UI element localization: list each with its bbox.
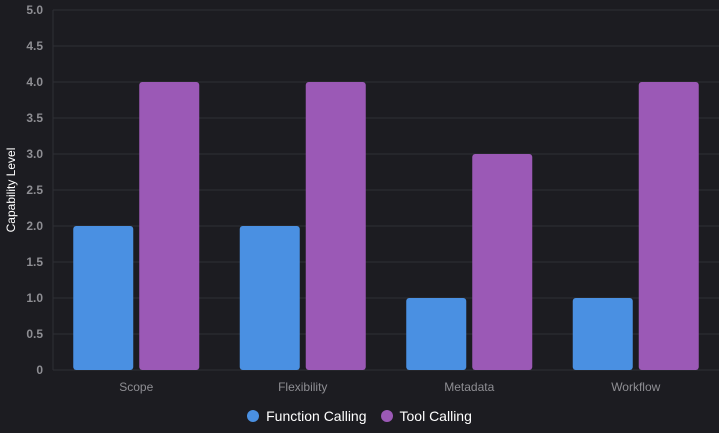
y-tick-label: 1.0 <box>26 291 43 305</box>
y-tick-label: 1.5 <box>26 255 43 269</box>
legend-item-tool-calling[interactable]: Tool Calling <box>380 408 472 424</box>
bar-function-calling-flexibility[interactable] <box>239 226 300 370</box>
y-tick-label: 5.0 <box>26 3 43 17</box>
legend-swatch-tool-calling <box>380 410 393 422</box>
x-tick-label: Workflow <box>611 380 660 394</box>
y-tick-label: 2.5 <box>26 183 43 197</box>
y-axis-label: Capability Level <box>4 148 18 233</box>
bar-function-calling-workflow[interactable] <box>572 298 633 370</box>
x-axis-ticks: Scope Flexibility Metadata Workflow <box>119 380 660 394</box>
x-tick-label: Scope <box>119 380 153 394</box>
x-tick-label: Flexibility <box>278 380 327 394</box>
bar-function-calling-metadata[interactable] <box>406 298 467 370</box>
legend-label: Tool Calling <box>399 408 472 424</box>
bar-tool-calling-flexibility[interactable] <box>305 82 366 370</box>
y-tick-label: 4.0 <box>26 75 43 89</box>
bar-tool-calling-metadata[interactable] <box>472 154 533 370</box>
legend: Function Calling Tool Calling <box>0 404 719 428</box>
y-tick-label: 4.5 <box>26 39 43 53</box>
x-tick-label: Metadata <box>444 380 494 394</box>
y-tick-label: 3.5 <box>26 111 43 125</box>
legend-item-function-calling[interactable]: Function Calling <box>247 408 367 424</box>
y-tick-label: 0.5 <box>26 327 43 341</box>
bar-tool-calling-workflow[interactable] <box>638 82 699 370</box>
legend-label: Function Calling <box>266 408 367 424</box>
y-tick-label: 0 <box>36 363 43 377</box>
y-tick-label: 2.0 <box>26 219 43 233</box>
bar-tool-calling-scope[interactable] <box>139 82 200 370</box>
bar-function-calling-scope[interactable] <box>73 226 134 370</box>
legend-swatch-function-calling <box>247 410 260 422</box>
bars <box>73 82 699 370</box>
y-tick-label: 3.0 <box>26 147 43 161</box>
y-axis-ticks: 0 0.5 1.0 1.5 2.0 2.5 3.0 3.5 4.0 4.5 5.0 <box>26 3 43 377</box>
